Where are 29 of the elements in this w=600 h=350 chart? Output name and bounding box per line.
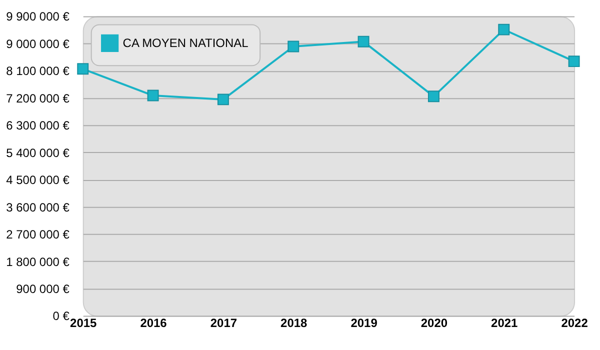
point [428, 90, 440, 102]
point [288, 40, 300, 52]
point [358, 36, 370, 48]
y-tick-label: 4 500 000 € [6, 173, 70, 188]
y-tick-label: 8 100 000 € [6, 64, 70, 78]
x-tick-label: 2016 [140, 316, 168, 330]
point [498, 24, 510, 36]
y-tick-label: 3 600 000 € [6, 200, 70, 214]
point [217, 94, 229, 106]
x-tick-label: 2021 [491, 316, 518, 330]
x-tick-label: 2017 [210, 316, 238, 330]
point [77, 63, 89, 75]
y-tick-label: 2 700 000 € [6, 228, 70, 242]
y-tick-label: 5 400 000 € [6, 146, 70, 160]
x-tick-label: 2022 [561, 316, 588, 330]
y-tick-label: 7 200 000 € [6, 91, 70, 106]
point [568, 56, 580, 68]
point [147, 90, 159, 102]
y-tick-label: 0 € [52, 309, 70, 324]
x-tick-label: 2018 [280, 316, 308, 330]
y-tick-label: 900 000 € [16, 282, 70, 296]
legend-label: CA MOYEN NATIONAL [122, 36, 249, 50]
x-tick-label: 2015 [70, 316, 98, 330]
y-tick-label: 9 000 000 € [6, 36, 70, 51]
x-tick-label: 2019 [350, 316, 378, 330]
y-tick-label: 1 800 000 € [6, 254, 70, 269]
y-tick-label: 9 900 000 € [6, 10, 70, 24]
y-tick-label: 6 300 000 € [6, 118, 70, 133]
x-tick-label: 2020 [420, 316, 448, 330]
